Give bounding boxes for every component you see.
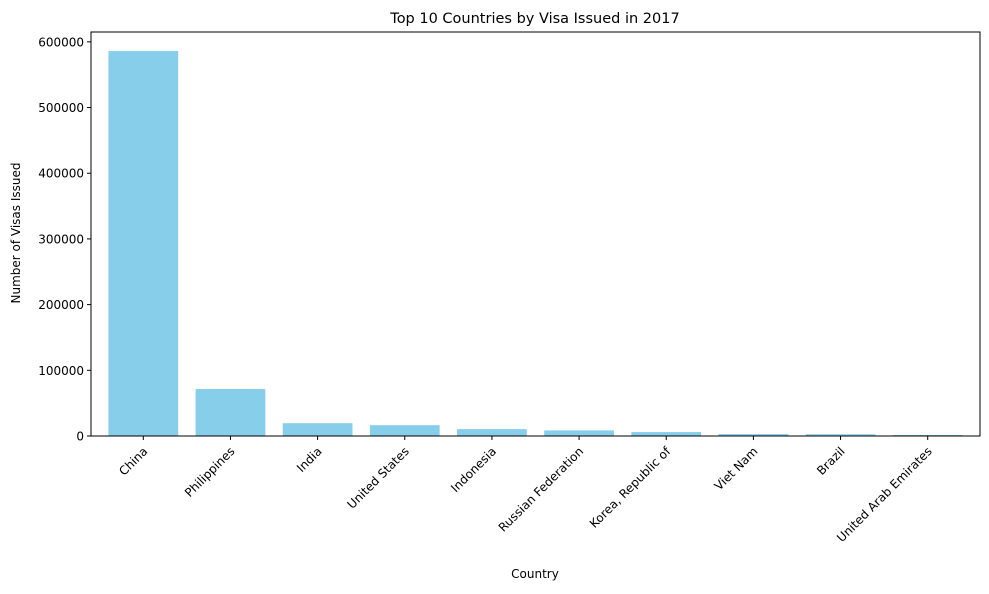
y-tick-label-6: 600000 — [38, 35, 84, 49]
bar-7 — [718, 434, 789, 436]
x-tick-label-5: Russian Federation — [496, 444, 586, 534]
y-tick-label-4: 400000 — [38, 167, 84, 181]
y-tick-label-1: 100000 — [38, 364, 84, 378]
y-tick-label-3: 300000 — [38, 232, 84, 246]
bar-0 — [108, 51, 179, 437]
bar-1 — [195, 389, 266, 436]
bar-8 — [805, 434, 876, 436]
x-tick-label-4: Indonesia — [448, 444, 499, 495]
y-tick-label-2: 200000 — [38, 298, 84, 312]
x-tick-label-2: India — [294, 444, 325, 475]
y-tick-label-0: 0 — [76, 430, 84, 444]
chart-title: Top 10 Countries by Visa Issued in 2017 — [389, 11, 679, 27]
plot-area: 0 100000 200000 300000 400000 500000 600000 Chi… — [38, 31, 981, 545]
x-tick-label-8: Brazil — [814, 444, 848, 478]
bar-4 — [457, 429, 527, 436]
x-tick-label-1: Philippines — [182, 444, 238, 500]
axes-frame — [90, 31, 981, 437]
bar-3 — [369, 425, 440, 436]
x-tick-label-3: United States — [345, 444, 412, 511]
bar-6 — [631, 432, 702, 436]
x-tick-label-9: United Arab Emirates — [834, 444, 935, 545]
y-tick-label-5: 500000 — [38, 101, 84, 115]
x-tick-label-7: Viet Nam — [712, 444, 761, 493]
x-axis-label: Country — [511, 567, 559, 581]
bar-5 — [544, 430, 614, 436]
y-axis-label: Number of Visas Issued — [9, 163, 23, 304]
x-tick-label-0: China — [116, 444, 150, 478]
x-tick-label-6: Korea, Republic of — [587, 444, 674, 531]
bar-2 — [282, 423, 353, 436]
